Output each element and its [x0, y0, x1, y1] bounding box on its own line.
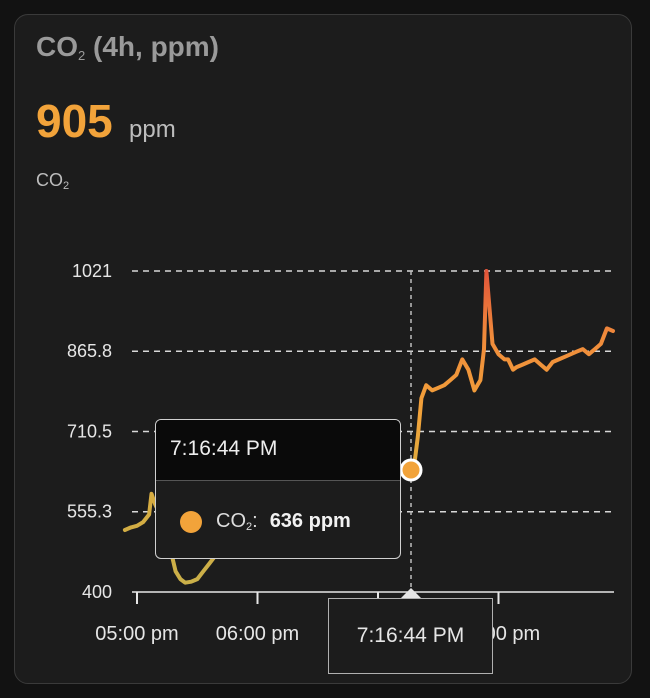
axis-pointer-label: 7:16:44 PM: [328, 598, 493, 674]
legend-entry[interactable]: CO2: [36, 170, 70, 192]
y-tick-label: 400: [82, 582, 112, 602]
y-tick-label: 1021: [72, 261, 112, 281]
current-unit: ppm: [129, 116, 176, 143]
tooltip-series-row: CO2: 636 ppm: [180, 510, 351, 533]
co2-card[interactable]: [14, 14, 632, 684]
y-tick-label: 865.8: [67, 341, 112, 361]
y-tick-label: 710.5: [67, 422, 112, 442]
x-tick-label: 06:00 pm: [216, 623, 299, 645]
current-value: 905: [36, 95, 113, 147]
tooltip-time: 7:16:44 PM: [156, 420, 400, 481]
tooltip-value: 636 ppm: [269, 510, 351, 532]
data-tooltip: 7:16:44 PM CO2: 636 ppm: [155, 419, 401, 559]
highlight-point[interactable]: [399, 458, 423, 482]
series-color-dot: [180, 510, 202, 533]
axis-pointer-arrow: [401, 588, 421, 598]
tooltip-series-name: CO2:: [216, 510, 258, 533]
x-tick-label: 05:00 pm: [95, 623, 178, 645]
card-title: CO2 (4h, ppm): [36, 31, 219, 63]
y-tick-label: 555.3: [67, 502, 112, 522]
